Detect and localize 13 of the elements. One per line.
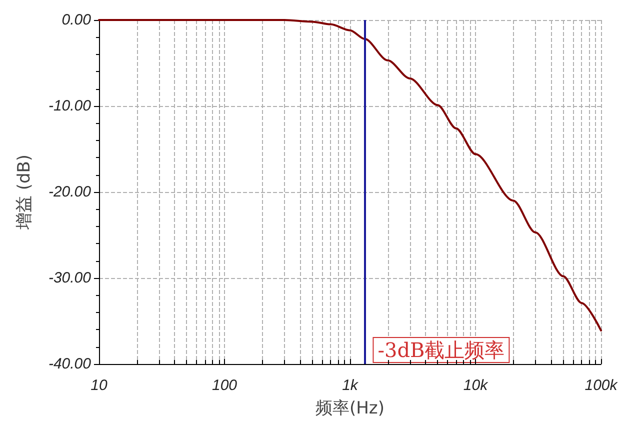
y-axis-title: 增益 (dB) — [14, 154, 34, 231]
y-tick-label: 0.00 — [62, 12, 92, 28]
ref-line-label: -3dB截止频率 — [378, 338, 505, 362]
x-axis-title: 频率(Hz) — [316, 398, 384, 418]
x-tick-label: 1k — [342, 377, 360, 394]
y-tick-label: -30.00 — [48, 270, 92, 286]
x-tick-label: 100 — [212, 377, 238, 394]
x-tick-label: 10k — [463, 377, 490, 394]
x-tick-label: 10 — [90, 377, 108, 394]
x-tick-label: 100k — [584, 377, 619, 394]
y-tick-label: -40.00 — [48, 356, 92, 372]
y-tick-label: -10.00 — [48, 98, 92, 114]
y-tick-label: -20.00 — [48, 184, 92, 200]
